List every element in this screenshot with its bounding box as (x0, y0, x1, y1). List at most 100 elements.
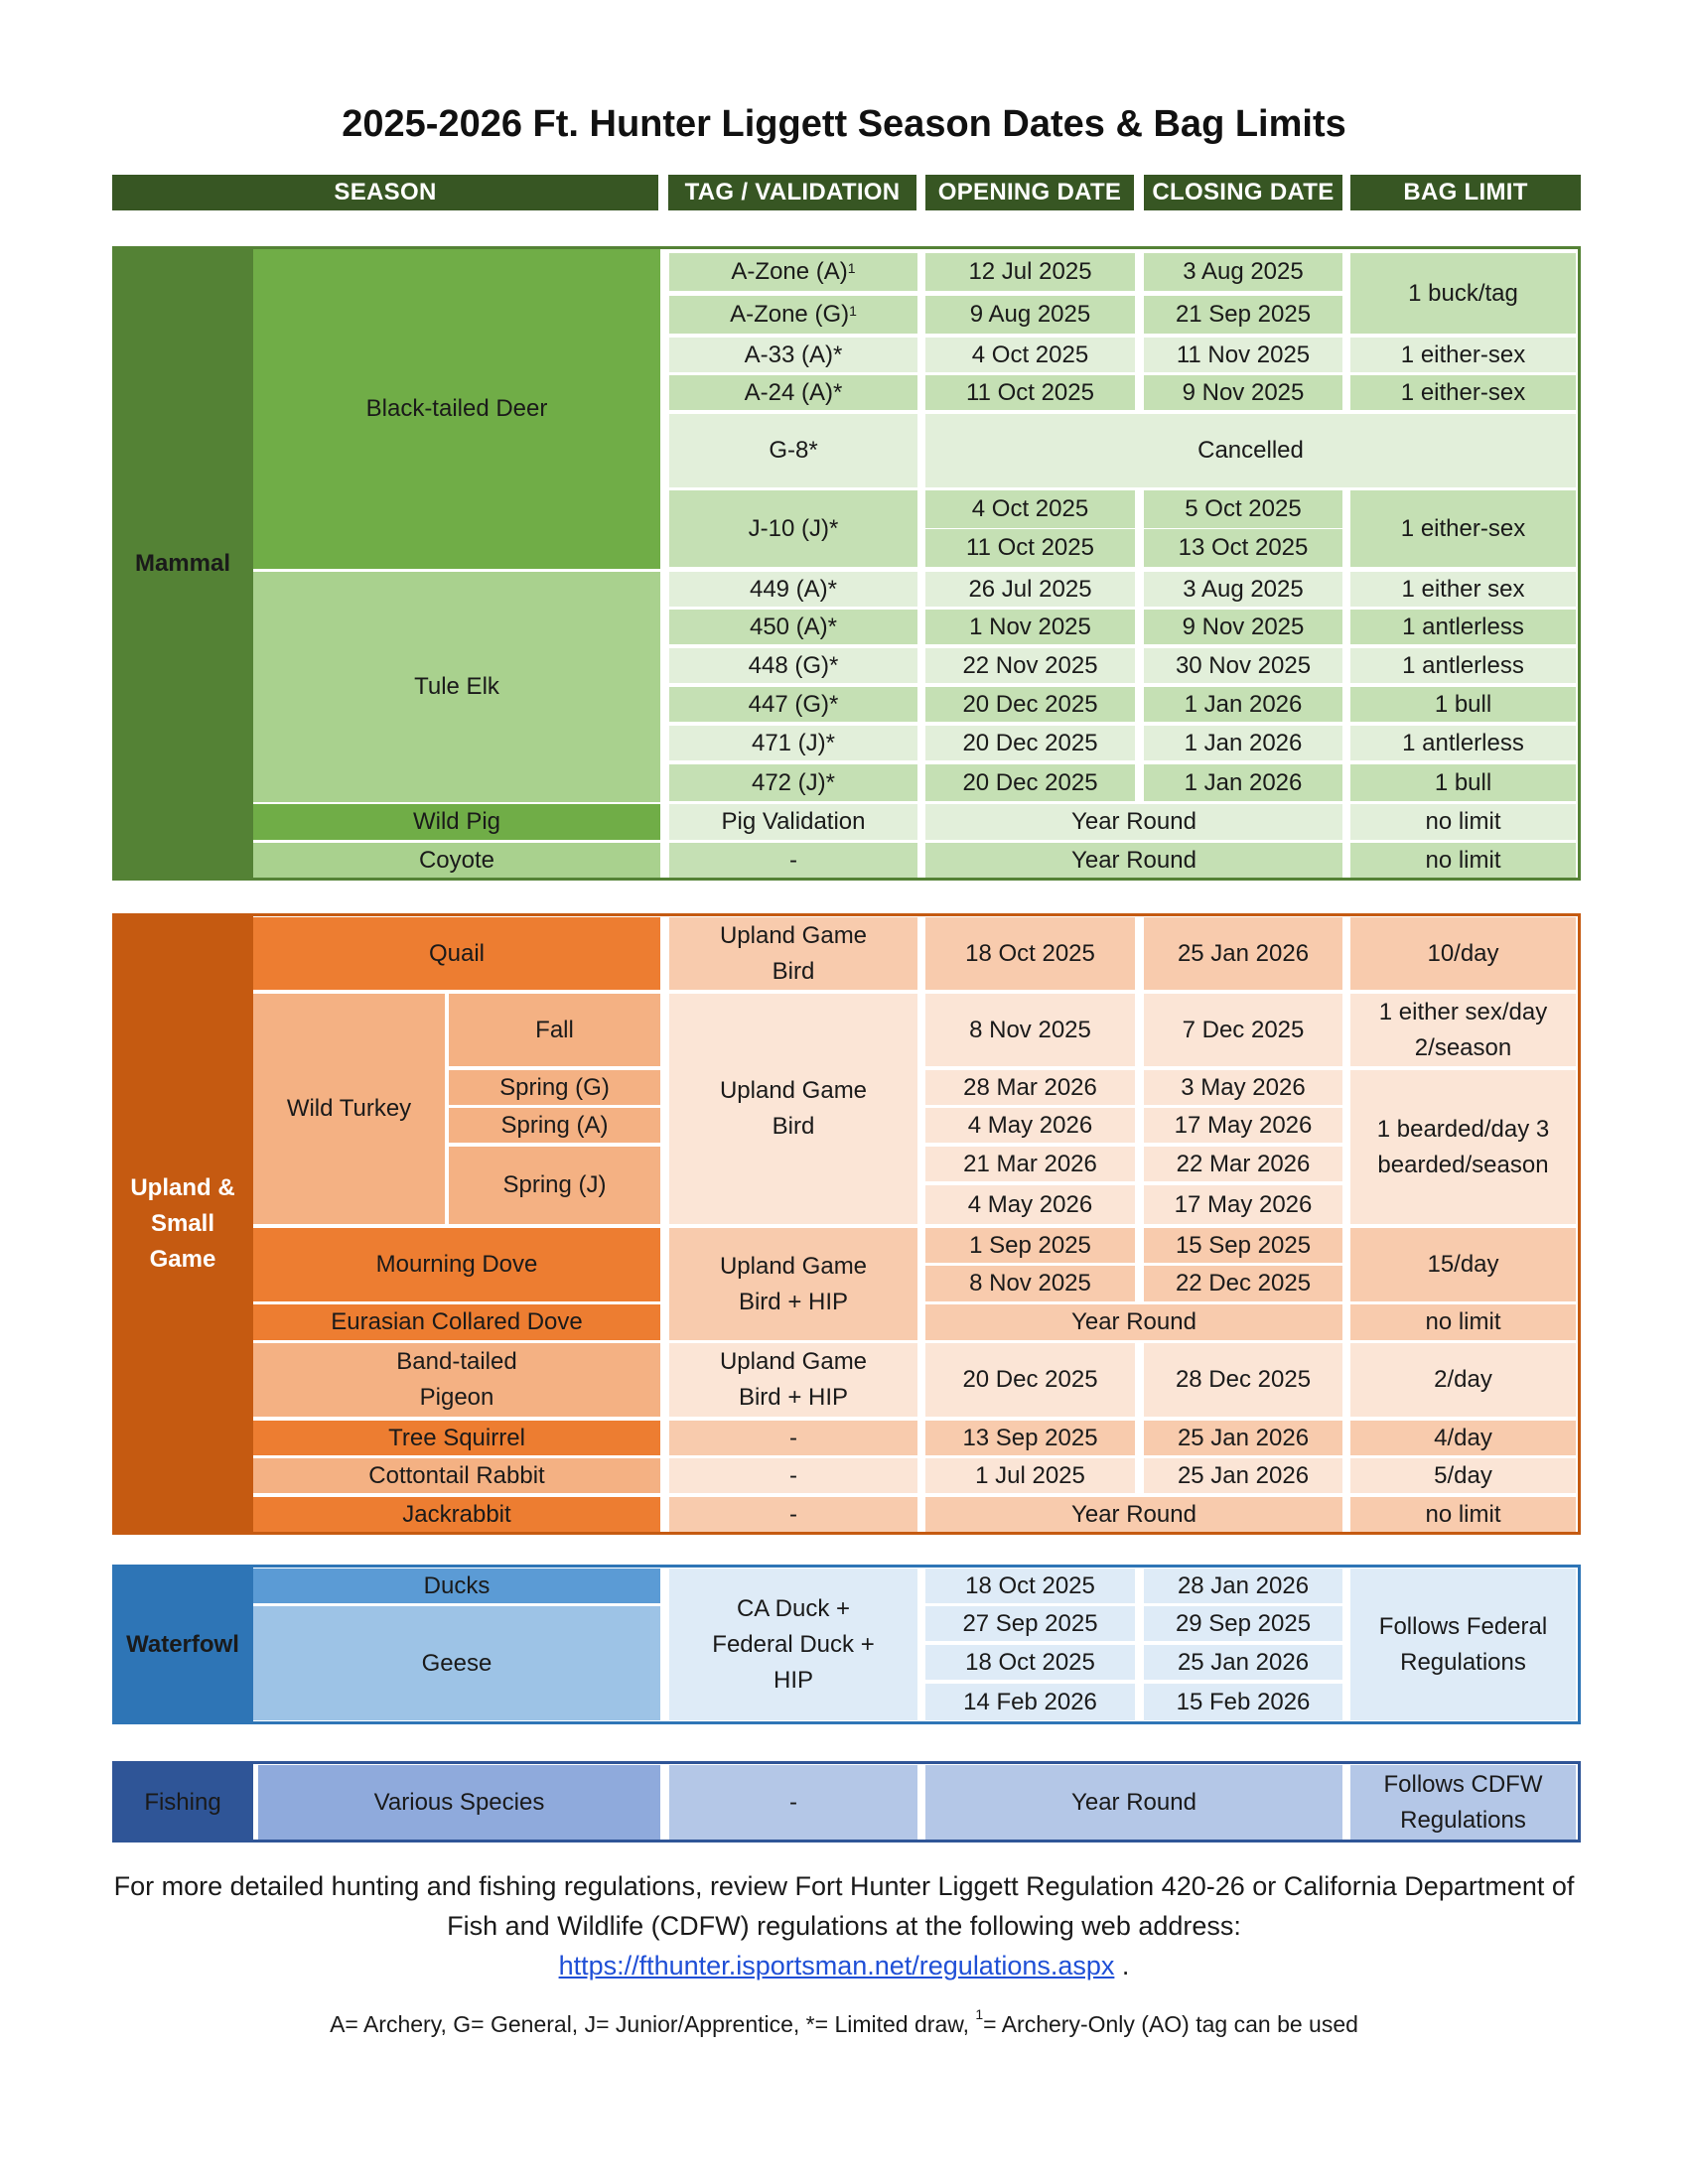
opening-date: 18 Oct 2025 (925, 1645, 1135, 1680)
bag-limit: 1 either-sex (1350, 490, 1576, 567)
closing-date: 3 Aug 2025 (1144, 253, 1342, 291)
tag-cell: Upland Game Bird + HIP (669, 1228, 917, 1340)
tag-cell: Pig Validation (669, 804, 917, 840)
bag-limit: 4/day (1350, 1421, 1576, 1455)
closing-date: 17 May 2026 (1144, 1108, 1342, 1143)
species-tree-squirrel: Tree Squirrel (253, 1421, 660, 1455)
opening-date: 22 Nov 2025 (925, 648, 1135, 683)
species-wild-turkey: Wild Turkey (253, 994, 445, 1224)
tag-cell: 472 (J)* (669, 764, 917, 801)
opening-date: 20 Dec 2025 (925, 687, 1135, 722)
upland-label: Upland & Small Game (112, 915, 253, 1533)
tag-cell: CA Duck + Federal Duck + HIP (669, 1569, 917, 1720)
tag-cell: 448 (G)* (669, 648, 917, 683)
tag-cell: 447 (G)* (669, 687, 917, 722)
opening-date: 4 Oct 2025 (925, 338, 1135, 372)
bag-limit: no limit (1350, 843, 1576, 879)
bag-limit: no limit (1350, 1304, 1576, 1340)
page-title: 2025-2026 Ft. Hunter Liggett Season Date… (342, 103, 1346, 145)
footer-note: For more detailed hunting and fishing re… (99, 1866, 1589, 1985)
opening-date: 9 Aug 2025 (925, 296, 1135, 334)
turkey-spring-j: Spring (J) (449, 1147, 660, 1224)
closing-date: 17 May 2026 (1144, 1185, 1342, 1224)
year-round: Year Round (925, 804, 1342, 840)
abbreviation-legend: A= Archery, G= General, J= Junior/Appren… (330, 2006, 1358, 2037)
regulations-link[interactable]: https://fthunter.isportsman.net/regulati… (558, 1951, 1115, 1980)
turkey-fall: Fall (449, 994, 660, 1066)
mammal-label: Mammal (112, 248, 253, 880)
footer-trail: . (1114, 1951, 1130, 1980)
opening-date: 1 Sep 2025 (925, 1228, 1135, 1263)
bag-limit: 15/day (1350, 1228, 1576, 1301)
tag-cell: 471 (J)* (669, 726, 917, 760)
opening-date: 28 Mar 2026 (925, 1070, 1135, 1105)
closing-date: 11 Nov 2025 (1144, 338, 1342, 372)
species-wild-pig: Wild Pig (253, 804, 660, 840)
fishing-label: Fishing (112, 1763, 253, 1843)
closing-date: 9 Nov 2025 (1144, 375, 1342, 410)
opening-date: 21 Mar 2026 (925, 1147, 1135, 1181)
tag-cell: G-8* (669, 414, 917, 487)
opening-date: 20 Dec 2025 (925, 764, 1135, 801)
opening-date: 26 Jul 2025 (925, 572, 1135, 607)
closing-date: 13 Oct 2025 (1144, 529, 1342, 567)
bag-limit: 1 either sex/day 2/season (1350, 994, 1576, 1066)
opening-date: 20 Dec 2025 (925, 726, 1135, 760)
species-quail: Quail (253, 917, 660, 990)
bag-limit: Follows CDFW Regulations (1350, 1765, 1576, 1841)
species-band-tailed-pigeon: Band-tailed Pigeon (253, 1343, 660, 1417)
opening-date: 14 Feb 2026 (925, 1684, 1135, 1720)
tag-cell: - (669, 1421, 917, 1455)
tag-cell: A-24 (A)* (669, 375, 917, 410)
closing-date: 15 Sep 2025 (1144, 1228, 1342, 1263)
opening-date: 4 Oct 2025 (925, 490, 1135, 528)
bag-limit: 2/day (1350, 1343, 1576, 1417)
opening-date: 1 Nov 2025 (925, 610, 1135, 644)
closing-date: 5 Oct 2025 (1144, 490, 1342, 528)
tag-cell: - (669, 1497, 917, 1532)
header-season: SEASON (112, 175, 658, 210)
species-cottontail-rabbit: Cottontail Rabbit (253, 1458, 660, 1493)
species-eurasian-collared-dove: Eurasian Collared Dove (253, 1304, 660, 1340)
closing-date: 3 May 2026 (1144, 1070, 1342, 1105)
year-round: Year Round (925, 1765, 1342, 1841)
opening-date: 8 Nov 2025 (925, 994, 1135, 1066)
species-various: Various Species (258, 1765, 660, 1841)
waterfowl-label: Waterfowl (112, 1567, 253, 1722)
bag-limit: 5/day (1350, 1458, 1576, 1493)
header-closing: CLOSING DATE (1144, 175, 1342, 210)
opening-date: 11 Oct 2025 (925, 529, 1135, 567)
bag-limit: 1 antlerless (1350, 610, 1576, 644)
species-tule-elk: Tule Elk (253, 572, 660, 802)
species-geese: Geese (253, 1606, 660, 1720)
tag-cell: - (669, 1765, 917, 1841)
turkey-spring-g: Spring (G) (449, 1070, 660, 1105)
opening-date: 8 Nov 2025 (925, 1266, 1135, 1301)
closing-date: 25 Jan 2026 (1144, 1645, 1342, 1680)
species-black-tailed-deer: Black-tailed Deer (253, 248, 660, 569)
tag-cell: A-33 (A)* (669, 338, 917, 372)
closing-date: 29 Sep 2025 (1144, 1606, 1342, 1641)
opening-date: 27 Sep 2025 (925, 1606, 1135, 1641)
closing-date: 22 Dec 2025 (1144, 1266, 1342, 1301)
opening-date: 11 Oct 2025 (925, 375, 1135, 410)
footer-text: For more detailed hunting and fishing re… (113, 1871, 1575, 1941)
species-jackrabbit: Jackrabbit (253, 1497, 660, 1532)
closing-date: 21 Sep 2025 (1144, 296, 1342, 334)
closing-date: 28 Jan 2026 (1144, 1569, 1342, 1603)
closing-date: 25 Jan 2026 (1144, 1421, 1342, 1455)
tag-cell: Upland Game Bird (669, 917, 917, 990)
tag-cell: A-Zone (A) 1 (669, 253, 917, 291)
closing-date: 28 Dec 2025 (1144, 1343, 1342, 1417)
opening-date: 1 Jul 2025 (925, 1458, 1135, 1493)
closing-date: 1 Jan 2026 (1144, 687, 1342, 722)
opening-date: 18 Oct 2025 (925, 917, 1135, 990)
cancelled-status: Cancelled (925, 414, 1576, 487)
tag-cell: 450 (A)* (669, 610, 917, 644)
tag-cell: A-Zone (G) 1 (669, 296, 917, 334)
bag-limit: 1 bearded/day 3 bearded/season (1350, 1070, 1576, 1224)
year-round: Year Round (925, 1497, 1342, 1532)
opening-date: 13 Sep 2025 (925, 1421, 1135, 1455)
bag-limit: 1 antlerless (1350, 648, 1576, 683)
closing-date: 25 Jan 2026 (1144, 1458, 1342, 1493)
